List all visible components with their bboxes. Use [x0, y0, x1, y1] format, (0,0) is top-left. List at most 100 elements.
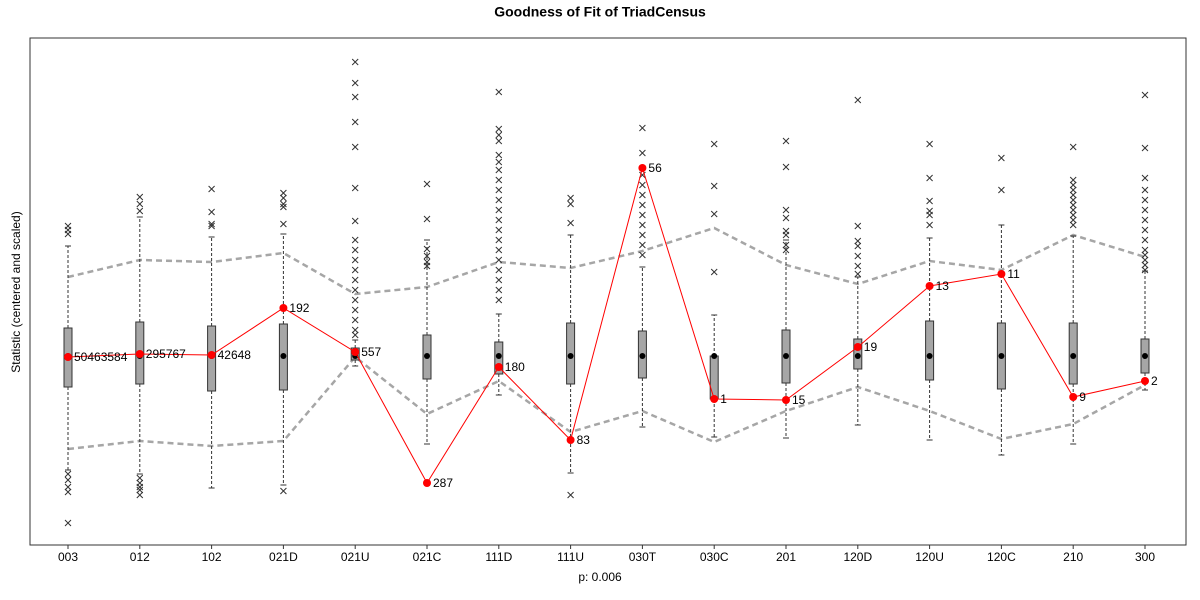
outlier	[351, 266, 359, 274]
x-tick-label: 120C	[987, 550, 1016, 564]
outlier	[1141, 174, 1149, 182]
outlier	[639, 201, 646, 209]
observed-point	[494, 363, 503, 371]
outlier	[64, 519, 72, 527]
outlier	[639, 124, 646, 132]
x-tick-label: 120U	[915, 550, 944, 564]
outlier	[495, 186, 503, 194]
outlier	[567, 200, 574, 208]
outlier	[998, 186, 1005, 194]
outlier	[639, 149, 646, 157]
outlier	[782, 206, 790, 214]
outlier	[854, 262, 862, 270]
x-tick-label: 021D	[269, 550, 298, 564]
outlier	[782, 246, 790, 254]
outlier	[639, 221, 646, 229]
outlier	[495, 286, 503, 294]
outlier	[495, 176, 503, 184]
observed-point	[1069, 393, 1078, 401]
outlier	[495, 137, 503, 145]
outlier	[208, 185, 215, 193]
observed-point	[64, 353, 72, 361]
median-dot	[567, 353, 574, 359]
x-axis-label: p: 0.006	[578, 570, 622, 584]
outlier	[136, 207, 144, 215]
observed-point	[638, 164, 647, 172]
observed-point	[1141, 377, 1149, 385]
median-dot	[783, 353, 789, 359]
x-tick-label: 111U	[557, 550, 584, 564]
observed-point	[710, 395, 719, 403]
observed-count-label: 19	[864, 340, 878, 354]
outlier	[351, 118, 359, 126]
median-dot	[495, 353, 502, 359]
outlier	[495, 266, 503, 274]
outlier	[208, 220, 215, 228]
outlier	[1141, 246, 1149, 254]
observed-count-label: 2	[1151, 374, 1158, 388]
median-dot	[926, 353, 933, 359]
outlier	[1141, 91, 1149, 99]
observed-point	[423, 479, 431, 487]
outlier	[1141, 186, 1149, 194]
outlier	[1069, 186, 1077, 194]
outlier	[639, 181, 646, 189]
outlier	[64, 476, 72, 484]
observed-line	[67, 166, 1146, 484]
observed-count-label: 83	[577, 433, 591, 447]
outlier	[1069, 143, 1077, 151]
outlier	[351, 296, 359, 304]
x-tick-label: 102	[202, 550, 222, 564]
x-tick-label: 300	[1135, 550, 1155, 564]
outlier	[64, 470, 72, 478]
outlier	[136, 193, 144, 201]
outlier	[423, 180, 431, 188]
outlier	[1069, 211, 1077, 219]
outlier	[208, 208, 215, 216]
outlier	[854, 242, 862, 250]
observed-count-label: 557	[361, 345, 381, 359]
chart-title: Goodness of Fit of TriadCensus	[494, 4, 706, 20]
outlier	[926, 221, 933, 229]
observed-count-label: 42648	[218, 348, 252, 362]
median-dot	[1142, 353, 1148, 359]
observed-point	[279, 304, 288, 312]
outlier	[495, 151, 503, 159]
outlier	[998, 154, 1005, 162]
outlier	[782, 163, 790, 171]
outlier	[639, 241, 646, 249]
outlier	[351, 143, 359, 151]
outlier	[351, 58, 359, 66]
outlier	[351, 217, 359, 225]
plot-frame	[29, 37, 1187, 546]
outlier	[854, 96, 862, 104]
outlier	[639, 211, 646, 219]
outlier	[351, 236, 359, 244]
outlier	[495, 236, 503, 244]
observed-count-label: 56	[648, 161, 662, 175]
observed-count-label: 15	[792, 393, 806, 407]
outlier	[351, 326, 359, 334]
observed-count-label: 11	[1007, 267, 1020, 281]
outlier	[351, 331, 359, 339]
outlier	[351, 316, 359, 324]
outlier	[351, 256, 359, 264]
outlier	[495, 88, 503, 96]
x-tick-label: 021C	[413, 550, 442, 564]
outlier	[280, 200, 287, 208]
observed-point	[207, 351, 216, 359]
outlier	[280, 194, 287, 202]
outlier	[710, 210, 718, 218]
outlier	[136, 200, 144, 208]
outlier	[1069, 181, 1077, 189]
x-tick-label: 120D	[843, 550, 872, 564]
outlier	[423, 245, 431, 253]
observed-point	[566, 436, 575, 444]
outlier	[351, 306, 359, 314]
outlier	[280, 487, 287, 495]
observed-count-label: 180	[505, 360, 525, 374]
outlier	[136, 486, 144, 494]
outlier	[495, 216, 503, 224]
observed-point	[351, 348, 360, 356]
outlier	[1069, 206, 1077, 214]
